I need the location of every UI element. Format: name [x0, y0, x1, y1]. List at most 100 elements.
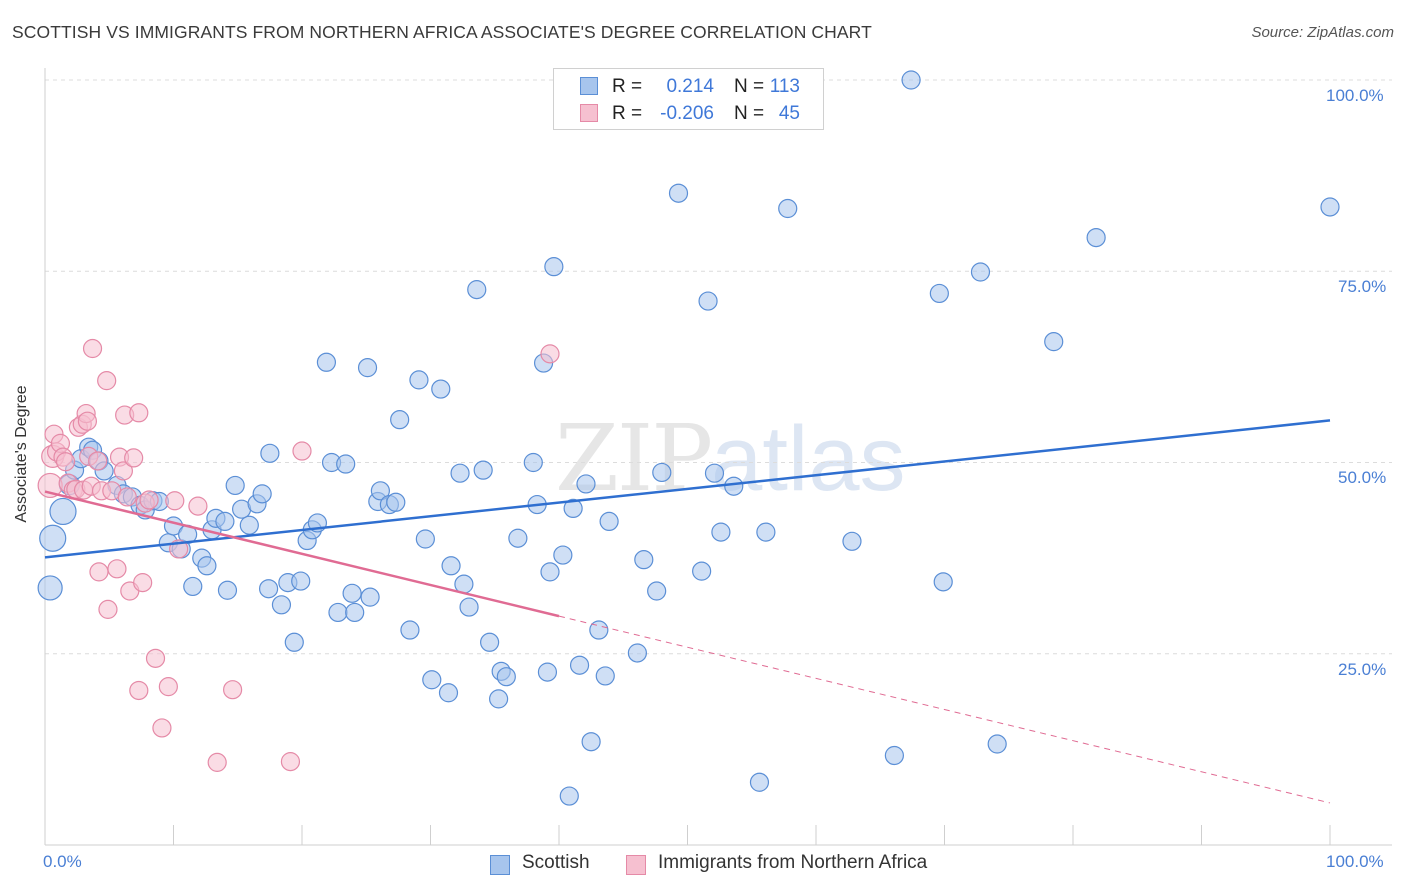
- point-scottish-62: [450, 463, 470, 483]
- trend-line-scottish: [44, 419, 1331, 559]
- x-tick-label-max: 100.0%: [1326, 852, 1384, 871]
- point-scottish-56: [409, 370, 429, 390]
- point-northern-africa-37: [152, 718, 172, 738]
- point-scottish-57: [415, 529, 435, 549]
- y-axis-label: Associate's Degree: [13, 385, 30, 523]
- bottom-legend-scottish[interactable]: Scottish: [490, 852, 590, 875]
- bottom-legend-swatch-scottish: [490, 855, 510, 875]
- point-northern-africa-17: [82, 338, 103, 359]
- point-northern-africa-44: [280, 752, 301, 772]
- point-scottish-93: [698, 291, 718, 311]
- point-scottish-26: [215, 511, 235, 532]
- point-northern-africa-30: [124, 448, 144, 468]
- point-scottish-68: [489, 689, 509, 709]
- point-scottish-81: [569, 655, 590, 675]
- point-northern-africa-45: [292, 441, 312, 461]
- point-scottish-88: [634, 550, 654, 570]
- point-scottish-87: [627, 643, 647, 663]
- correlation-legend: R = 0.214 N = 113 R = -0.206 N = 45: [553, 68, 824, 130]
- legend-swatch-scottish: [580, 77, 598, 95]
- point-scottish-108: [1044, 332, 1064, 352]
- point-scottish-77: [544, 257, 564, 277]
- point-scottish-2: [49, 497, 77, 526]
- point-northern-africa-43: [223, 680, 243, 700]
- y-tick-label-100: 100.0%: [1326, 86, 1384, 105]
- point-scottish-103: [901, 70, 921, 90]
- point-scottish-38: [291, 571, 311, 591]
- point-scottish-76: [540, 562, 560, 582]
- point-northern-africa-41: [188, 496, 208, 516]
- point-scottish-33: [258, 579, 279, 599]
- bottom-legend-label-northern-africa: Immigrants from Northern Africa: [658, 852, 928, 873]
- point-northern-africa-38: [158, 677, 178, 697]
- point-scottish-104: [929, 283, 949, 304]
- point-scottish-85: [595, 666, 615, 686]
- point-scottish-107: [987, 734, 1007, 754]
- bottom-legend-swatch-northern-africa: [626, 855, 646, 875]
- point-scottish-110: [1320, 197, 1340, 217]
- legend-r-value: 0.214: [666, 76, 714, 97]
- point-scottish-97: [749, 772, 770, 792]
- point-northern-africa-46: [540, 344, 560, 364]
- point-scottish-105: [933, 572, 953, 592]
- point-scottish-30: [239, 515, 259, 535]
- point-scottish-61: [441, 556, 461, 576]
- legend-swatch-northern-africa: [580, 104, 598, 122]
- legend-r-label: R =: [612, 103, 643, 124]
- point-northern-africa-32: [129, 680, 149, 701]
- point-scottish-89: [647, 581, 667, 601]
- trend-line-northern-africa: [44, 490, 560, 618]
- point-scottish-91: [668, 183, 689, 203]
- legend-r-label: R =: [612, 76, 643, 97]
- point-scottish-53: [386, 492, 406, 512]
- point-scottish-59: [431, 379, 451, 399]
- point-scottish-79: [559, 786, 579, 806]
- point-northern-africa-36: [145, 648, 166, 668]
- legend-n-value: 45: [778, 103, 800, 124]
- point-scottish-109: [1086, 227, 1106, 248]
- point-scottish-102: [884, 745, 904, 766]
- bottom-legend-label-scottish: Scottish: [522, 852, 590, 873]
- point-scottish-84: [589, 620, 609, 640]
- point-scottish-23: [197, 556, 217, 576]
- point-northern-africa-6: [55, 452, 76, 472]
- legend-row-scottish: R = 0.214 N = 113: [554, 74, 823, 100]
- y-tick-label-75: 75.0%: [1338, 277, 1387, 296]
- point-scottish-58: [422, 670, 442, 690]
- point-northern-africa-14: [77, 411, 98, 431]
- watermark-atlas: atlas: [711, 408, 906, 510]
- bottom-legend-northern-africa[interactable]: Immigrants from Northern Africa: [626, 852, 927, 875]
- point-northern-africa-33: [133, 573, 153, 593]
- point-scottish-66: [473, 460, 493, 480]
- point-scottish-65: [467, 280, 487, 300]
- point-northern-africa-28: [117, 487, 137, 507]
- point-northern-africa-39: [165, 491, 185, 511]
- point-scottish-28: [225, 475, 245, 496]
- point-scottish-1: [39, 524, 67, 552]
- y-tick-label-50: 50.0%: [1338, 468, 1387, 487]
- point-scottish-51: [370, 481, 390, 501]
- point-scottish-60: [438, 683, 459, 703]
- point-scottish-86: [599, 511, 619, 532]
- point-scottish-92: [692, 561, 712, 581]
- point-scottish-78: [553, 545, 573, 565]
- point-scottish-55: [400, 620, 420, 640]
- point-scottish-80: [563, 498, 583, 518]
- point-northern-africa-31: [129, 403, 149, 423]
- x-tick-label-min: 0.0%: [43, 852, 82, 871]
- legend-row-northern-africa: R = -0.206 N = 45: [554, 101, 823, 127]
- source-label: Source: ZipAtlas.com: [1251, 24, 1394, 41]
- point-scottish-94: [704, 463, 725, 483]
- point-scottish-48: [357, 358, 378, 378]
- point-scottish-75: [537, 662, 558, 682]
- point-scottish-27: [217, 580, 238, 600]
- point-scottish-82: [576, 474, 596, 494]
- legend-n-label: N =: [734, 103, 765, 124]
- point-scottish-99: [778, 198, 798, 219]
- legend-r-value: -0.206: [660, 103, 714, 124]
- point-scottish-44: [328, 602, 348, 623]
- point-scottish-42: [316, 352, 337, 372]
- legend-n-value: 113: [769, 76, 800, 97]
- point-northern-africa-21: [97, 371, 117, 391]
- point-northern-africa-42: [207, 752, 227, 772]
